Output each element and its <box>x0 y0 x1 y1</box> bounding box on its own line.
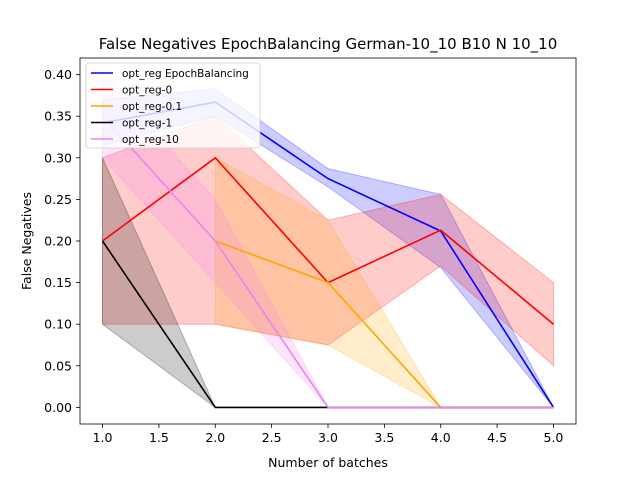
legend-label-2: opt_reg-0.1 <box>122 101 182 113</box>
legend-label-0: opt_reg EpochBalancing <box>122 68 249 80</box>
legend-box <box>85 62 261 149</box>
y-tick-label-2: 0.10 <box>44 317 72 332</box>
y-tick-label-3: 0.15 <box>44 275 72 290</box>
y-tick-label-0: 0.00 <box>44 400 72 415</box>
y-tick-label-5: 0.25 <box>44 192 72 207</box>
line-series-4 <box>101 115 554 409</box>
x-tick-label-8: 5.0 <box>544 430 564 445</box>
chart-title: False Negatives EpochBalancing German-10… <box>99 35 558 54</box>
legend-label-1: opt_reg-0 <box>122 85 172 97</box>
x-tick-label-2: 2.0 <box>205 430 225 445</box>
x-axis: 1.0 1.5 2.0 2.5 3.0 3.5 4.0 4.5 5.0 <box>93 424 564 445</box>
y-tick-label-1: 0.05 <box>44 358 72 373</box>
y-tick-label-7: 0.35 <box>44 109 72 124</box>
legend-label-4: opt_reg-10 <box>122 134 179 146</box>
y-tick-label-8: 0.40 <box>44 67 72 82</box>
legend-label-3: opt_reg-1 <box>122 118 172 130</box>
band-series-1 <box>102 115 554 367</box>
x-tick-label-0: 1.0 <box>93 430 113 445</box>
x-tick-label-4: 3.0 <box>318 430 338 445</box>
y-tick-label-4: 0.20 <box>44 234 72 249</box>
y-axis: 0.00 0.05 0.10 0.15 0.20 0.25 0.30 0.35 0.40 <box>44 67 80 415</box>
y-axis-label: False Negatives <box>19 192 34 290</box>
x-tick-label-1: 1.5 <box>149 430 169 445</box>
series-lines <box>101 101 555 409</box>
x-tick-label-6: 4.0 <box>431 430 451 445</box>
x-axis-label: Number of batches <box>268 455 388 470</box>
x-tick-label-3: 2.5 <box>262 430 282 445</box>
legend: opt_reg EpochBalancing opt_reg-0 opt_reg-0… <box>85 62 261 149</box>
y-tick-label-6: 0.30 <box>44 150 72 165</box>
x-tick-label-5: 3.5 <box>374 430 394 445</box>
x-tick-label-7: 4.5 <box>487 430 507 445</box>
